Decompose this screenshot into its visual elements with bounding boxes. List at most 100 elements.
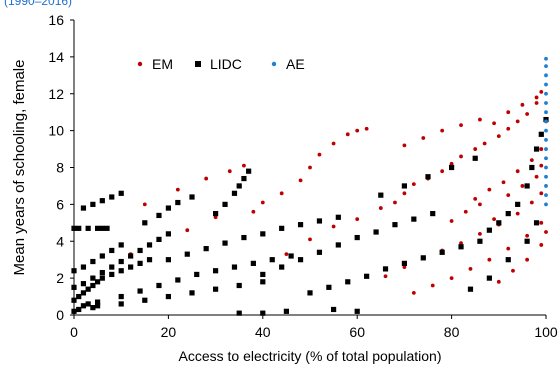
data-point <box>529 200 534 205</box>
data-point <box>297 222 304 228</box>
legend-marker <box>271 61 277 67</box>
data-point <box>487 187 492 192</box>
data-point <box>544 128 548 133</box>
data-point <box>520 102 525 107</box>
y-tick-label: 2 <box>56 270 64 286</box>
data-point <box>440 169 445 174</box>
y-tick-label: 14 <box>48 49 64 65</box>
data-point <box>354 234 360 241</box>
series-ae <box>544 56 548 207</box>
data-point <box>184 251 190 257</box>
data-point <box>449 276 454 281</box>
y-tick-label: 10 <box>48 123 64 139</box>
data-point <box>524 183 530 189</box>
x-tick-label: 60 <box>349 324 365 340</box>
data-point <box>392 222 398 228</box>
data-point <box>539 243 544 247</box>
data-point <box>118 293 124 300</box>
data-point <box>222 201 228 207</box>
data-point <box>137 288 143 294</box>
data-point <box>544 119 548 124</box>
data-point <box>486 275 492 281</box>
data-point <box>544 137 548 142</box>
data-point <box>345 132 350 137</box>
data-point <box>544 165 548 170</box>
data-point <box>308 237 312 242</box>
data-point <box>487 257 492 262</box>
legend-label: LIDC <box>210 56 242 72</box>
data-point <box>95 303 101 309</box>
data-point <box>544 202 548 207</box>
data-point <box>364 273 370 279</box>
data-point <box>99 253 105 259</box>
data-point <box>283 308 289 314</box>
data-point <box>525 112 530 116</box>
data-point <box>506 193 511 198</box>
data-point <box>269 257 275 263</box>
data-point <box>298 178 303 183</box>
data-point <box>345 279 351 285</box>
data-point <box>76 306 82 313</box>
chart-subtitle: (1990–2016) <box>4 0 73 8</box>
data-point <box>378 206 383 210</box>
x-tick-label: 80 <box>444 324 460 340</box>
data-point <box>492 121 496 126</box>
data-point <box>539 191 544 196</box>
data-point <box>95 279 101 285</box>
data-point <box>213 268 219 274</box>
data-point <box>449 161 454 166</box>
data-point <box>506 110 511 115</box>
data-point <box>99 225 105 231</box>
data-point <box>109 194 115 200</box>
data-point <box>544 174 548 179</box>
data-point <box>99 269 105 276</box>
data-point <box>425 174 431 180</box>
data-point <box>90 305 96 311</box>
data-point <box>401 260 407 266</box>
data-point <box>478 202 482 207</box>
data-point <box>533 146 540 152</box>
data-point <box>459 241 463 245</box>
data-point <box>297 257 304 263</box>
data-point <box>544 91 548 96</box>
data-point <box>544 56 548 61</box>
data-point <box>146 242 153 248</box>
data-point <box>242 163 246 168</box>
data-point <box>525 233 530 238</box>
data-point <box>539 163 544 168</box>
data-point <box>260 200 265 205</box>
data-point <box>71 308 77 314</box>
y-tick-label: 16 <box>48 12 64 28</box>
data-point <box>227 169 232 174</box>
y-tick-label: 8 <box>56 160 64 176</box>
data-point <box>71 284 77 290</box>
data-point <box>538 131 544 137</box>
data-point <box>411 182 416 186</box>
data-point <box>364 126 369 131</box>
data-point <box>95 299 101 305</box>
data-point <box>515 119 520 124</box>
data-point <box>109 247 115 254</box>
data-point <box>213 210 219 217</box>
data-point <box>402 265 407 269</box>
data-point <box>331 224 336 229</box>
data-point <box>544 193 548 198</box>
data-point <box>222 240 228 246</box>
data-point <box>279 225 285 231</box>
data-point <box>80 303 87 309</box>
data-point <box>544 110 548 115</box>
data-point <box>524 238 530 244</box>
data-point <box>501 180 506 185</box>
data-point <box>203 246 209 252</box>
data-point <box>109 264 115 270</box>
data-point <box>85 286 91 292</box>
data-point <box>326 284 332 290</box>
data-point <box>137 260 143 266</box>
legend-item-ae: AE <box>271 56 305 72</box>
data-point <box>260 271 266 278</box>
data-point <box>467 286 474 292</box>
data-point <box>449 164 455 171</box>
data-point <box>288 253 294 259</box>
data-point <box>544 230 548 234</box>
data-point <box>104 225 110 231</box>
